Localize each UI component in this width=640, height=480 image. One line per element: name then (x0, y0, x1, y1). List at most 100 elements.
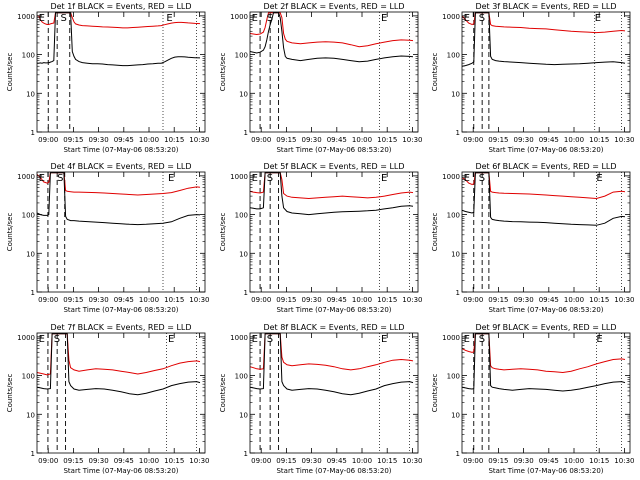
marker-s: S (479, 334, 485, 345)
y-tick-label: 1000 (230, 173, 248, 181)
x-tick-label: 10:30 (614, 296, 634, 304)
x-tick-label: 09:45 (114, 136, 134, 144)
plot-frame (461, 11, 631, 133)
x-tick-label: 09:45 (327, 457, 347, 465)
plot-frame (461, 171, 631, 293)
marker-s: S (267, 334, 273, 345)
x-tick-label: 09:15 (276, 296, 296, 304)
x-tick-label: 10:00 (139, 296, 159, 304)
y-tick-label: 1 (456, 450, 460, 458)
marker-e-start: E (252, 173, 258, 184)
y-axis-label: Counts/sec (219, 53, 227, 92)
plot-frame (249, 332, 419, 454)
x-tick-label: 09:45 (539, 296, 559, 304)
x-axis-label: Start Time (07-May-06 08:53:20) (63, 146, 178, 154)
chart-title: Det 6f BLACK = Events, RED = LLD (475, 162, 616, 171)
x-tick-label: 09:00 (251, 136, 271, 144)
chart-panel: Det 5f BLACK = Events, RED = LLD Counts/s… (219, 162, 422, 314)
y-tick-label: 1000 (17, 334, 35, 342)
y-tick-label: 1 (244, 289, 248, 297)
x-tick-label: 10:15 (164, 457, 184, 465)
marker-s: S (57, 173, 63, 184)
marker-e-end: E (596, 173, 602, 184)
y-tick-label: 1000 (230, 334, 248, 342)
y-tick-label: 1000 (442, 173, 460, 181)
marker-e-end: E (381, 13, 387, 24)
y-tick-label: 10 (26, 90, 35, 98)
series-events-line (37, 12, 201, 67)
marker-s: S (267, 173, 273, 184)
chart-panel: Det 9f BLACK = Events, RED = LLD Counts/s… (431, 323, 634, 475)
y-axis-label: Counts/sec (6, 213, 14, 252)
marker-e-end: E (381, 334, 387, 345)
x-tick-label: 10:15 (377, 136, 397, 144)
series-lld-line (250, 12, 414, 48)
y-tick-label: 1 (244, 129, 248, 137)
x-tick-label: 09:45 (539, 136, 559, 144)
marker-e-end: E (595, 13, 601, 24)
marker-e-start: E (39, 334, 45, 345)
x-tick-label: 09:00 (463, 296, 483, 304)
marker-s: S (479, 173, 485, 184)
y-tick-label: 1 (456, 129, 460, 137)
x-tick-label: 09:00 (251, 296, 271, 304)
plot-frame (249, 171, 419, 293)
x-tick-label: 09:45 (327, 136, 347, 144)
x-tick-label: 09:00 (251, 457, 271, 465)
x-tick-label: 09:00 (38, 136, 58, 144)
x-tick-label: 09:30 (302, 457, 322, 465)
x-tick-label: 10:15 (377, 457, 397, 465)
chart-panel: Det 1f BLACK = Events, RED = LLD Counts/s… (6, 2, 209, 154)
chart-panel: Det 7f BLACK = Events, RED = LLD Counts/s… (6, 323, 209, 475)
series-events-line (462, 12, 626, 67)
plot-frame (36, 11, 206, 133)
series-lld-line (37, 12, 201, 29)
x-axis-label: Start Time (07-May-06 08:53:20) (488, 146, 603, 154)
x-tick-label: 09:30 (89, 457, 109, 465)
y-tick-label: 10 (239, 90, 248, 98)
x-tick-label: 10:30 (402, 136, 422, 144)
x-tick-label: 10:15 (589, 457, 609, 465)
x-tick-label: 10:30 (402, 296, 422, 304)
x-tick-label: 09:30 (514, 296, 534, 304)
x-tick-label: 10:00 (352, 296, 372, 304)
y-tick-label: 100 (22, 373, 35, 381)
x-tick-label: 09:30 (514, 136, 534, 144)
x-tick-label: 10:00 (564, 457, 584, 465)
x-tick-label: 09:30 (89, 296, 109, 304)
x-tick-label: 09:15 (63, 136, 83, 144)
x-tick-label: 09:45 (114, 296, 134, 304)
chart-panel: Det 2f BLACK = Events, RED = LLD Counts/s… (219, 2, 422, 154)
chart-title: Det 3f BLACK = Events, RED = LLD (475, 2, 616, 11)
y-tick-label: 10 (239, 411, 248, 419)
x-tick-label: 10:30 (189, 136, 209, 144)
y-tick-label: 100 (447, 212, 460, 220)
marker-e-end: E (168, 334, 174, 345)
x-tick-label: 09:45 (327, 296, 347, 304)
x-tick-label: 10:00 (352, 457, 372, 465)
plot-frame (461, 332, 631, 454)
y-tick-label: 1 (244, 450, 248, 458)
chart-title: Det 7f BLACK = Events, RED = LLD (50, 323, 191, 332)
marker-e-start: E (252, 334, 258, 345)
y-tick-label: 1000 (442, 13, 460, 21)
y-axis-label: Counts/sec (6, 53, 14, 92)
y-axis-label: Counts/sec (6, 374, 14, 413)
x-tick-label: 09:45 (114, 457, 134, 465)
y-tick-label: 100 (447, 52, 460, 60)
series-events-line (462, 333, 626, 392)
series-events-line (250, 12, 414, 63)
chart-title: Det 8f BLACK = Events, RED = LLD (263, 323, 404, 332)
y-axis-label: Counts/sec (219, 213, 227, 252)
chart-title: Det 4f BLACK = Events, RED = LLD (50, 162, 191, 171)
y-tick-label: 10 (451, 411, 460, 419)
y-tick-label: 1000 (17, 173, 35, 181)
x-tick-label: 09:15 (488, 457, 508, 465)
series-events-line (37, 172, 201, 226)
chart-panel: Det 4f BLACK = Events, RED = LLD Counts/s… (6, 162, 209, 314)
marker-e-end: E (596, 334, 602, 345)
series-events-line (462, 172, 626, 226)
x-tick-label: 10:30 (189, 296, 209, 304)
plot-frame (249, 11, 419, 133)
